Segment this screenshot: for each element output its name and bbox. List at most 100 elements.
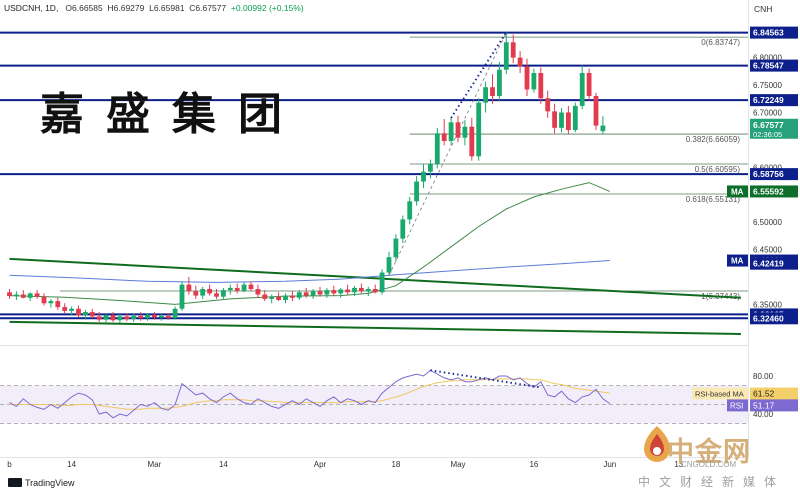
fibonacci-retracement: 0(6.83747) 0.382(6.66059) 0.5(6.60595) 0.61… <box>60 36 748 301</box>
price-label: 6.32460 <box>753 313 784 323</box>
ma-tag-box <box>727 185 748 198</box>
ma-tag: MA <box>731 257 744 266</box>
ma-green-line <box>9 182 610 305</box>
candle-body <box>538 72 544 99</box>
symbol-header: USDCNH, 1D, O6.66585 H6.69279 L6.65981 C… <box>4 3 304 13</box>
fib-swing-line <box>388 32 507 276</box>
candle-body <box>331 290 337 294</box>
rsi-divergence-dots <box>430 369 541 389</box>
candle-body <box>248 284 254 290</box>
axis-tick-label: 6.80000 <box>753 54 782 63</box>
candle-body <box>310 291 316 296</box>
candle-body <box>186 284 192 292</box>
watermark-url: CNGOLD.COM <box>681 460 737 469</box>
rsi-tag-box <box>727 399 748 412</box>
support-resistance-levels <box>0 31 748 320</box>
candle-body <box>414 181 419 202</box>
candle-body <box>455 122 461 138</box>
candle-body <box>476 102 482 157</box>
axis-tick-label: 6.45000 <box>753 246 782 255</box>
candle-body <box>262 294 268 299</box>
candle-body <box>124 316 130 320</box>
fib-label: 0.382(6.66059) <box>686 135 741 144</box>
candle-body <box>497 69 502 97</box>
rsi-ma-value-box <box>750 387 798 400</box>
candle-body <box>338 289 344 294</box>
rsi-ma-tag-box <box>692 387 748 400</box>
candle-body <box>586 72 592 97</box>
trendline <box>9 257 741 299</box>
brand-title: 嘉盛集团 <box>40 89 304 140</box>
candle-body <box>290 295 295 298</box>
time-axis: b 14 Mar 14 Apr 18 May 16 Jun 13 <box>0 457 748 469</box>
last-price-label: 6.67577 <box>753 120 784 130</box>
low-value: L6.65981 <box>149 3 185 13</box>
watermark-subtitle: 中文财经新媒体 <box>638 475 786 489</box>
candle-body <box>255 289 261 295</box>
high-value: H6.69279 <box>107 3 145 13</box>
candle-body <box>448 122 454 141</box>
candle-body <box>27 293 33 298</box>
rsi-axis-label: 80.00 <box>753 372 774 381</box>
candle-body <box>241 284 247 291</box>
candle-body <box>234 287 240 291</box>
candle-body <box>55 301 61 308</box>
tradingview-icon <box>8 478 22 487</box>
price-label-box <box>750 94 798 107</box>
candle-body <box>283 295 288 300</box>
grid-lines <box>0 0 749 458</box>
price-label: 6.55592 <box>753 186 784 196</box>
tradingview-logo[interactable]: TradingView <box>8 478 75 488</box>
currency-label: CNH <box>754 4 773 14</box>
candle-body <box>207 289 212 294</box>
candle-body <box>400 219 406 239</box>
candle-body <box>214 293 219 297</box>
watermark-name: 中金网 <box>667 437 751 468</box>
symbol-name: USDCNH, 1D, <box>4 3 59 13</box>
price-label-box <box>750 257 798 270</box>
rsi-value-box <box>750 399 798 412</box>
candle-body <box>386 257 392 273</box>
candle-body <box>152 314 157 318</box>
time-tick-label: Apr <box>314 460 327 469</box>
candle-body <box>14 294 19 297</box>
candle-body <box>227 287 233 291</box>
candle-body <box>138 315 143 319</box>
candle-body <box>490 87 495 97</box>
fib-label: 0.5(6.60595) <box>695 165 741 174</box>
candle-body <box>276 296 281 300</box>
price-label-box <box>750 168 798 181</box>
candle-body <box>510 42 516 58</box>
candle-body <box>531 72 537 90</box>
candle-body <box>303 292 309 296</box>
price-label: 6.78547 <box>753 61 784 71</box>
candle-body <box>269 296 275 299</box>
candle-body <box>69 308 74 311</box>
time-tick-label: Mar <box>148 460 162 469</box>
moving-averages <box>9 182 610 305</box>
candle-body <box>76 308 81 316</box>
ma-tag: MA <box>731 187 744 196</box>
candle-body <box>221 290 226 297</box>
candle-body <box>407 201 413 220</box>
candle-body <box>441 133 447 141</box>
candle-body <box>158 315 164 318</box>
candle-body <box>345 289 350 293</box>
time-tick-label: 14 <box>219 460 228 469</box>
price-label: 6.58756 <box>753 169 784 179</box>
rsi-ma-line <box>9 378 610 410</box>
rsi-ma-tag: RSI-based MA <box>695 390 744 399</box>
candle-body <box>110 315 116 321</box>
candle-body <box>428 164 433 172</box>
candle-body <box>83 312 88 316</box>
candle-body <box>379 272 385 293</box>
candle-body <box>96 316 102 320</box>
candle-body <box>393 238 399 258</box>
candle-body <box>593 96 599 126</box>
price-label-box <box>750 312 798 325</box>
price-label-box <box>750 59 798 72</box>
fib-label: 0.618(6.55131) <box>686 195 741 204</box>
candle-body <box>103 315 109 320</box>
